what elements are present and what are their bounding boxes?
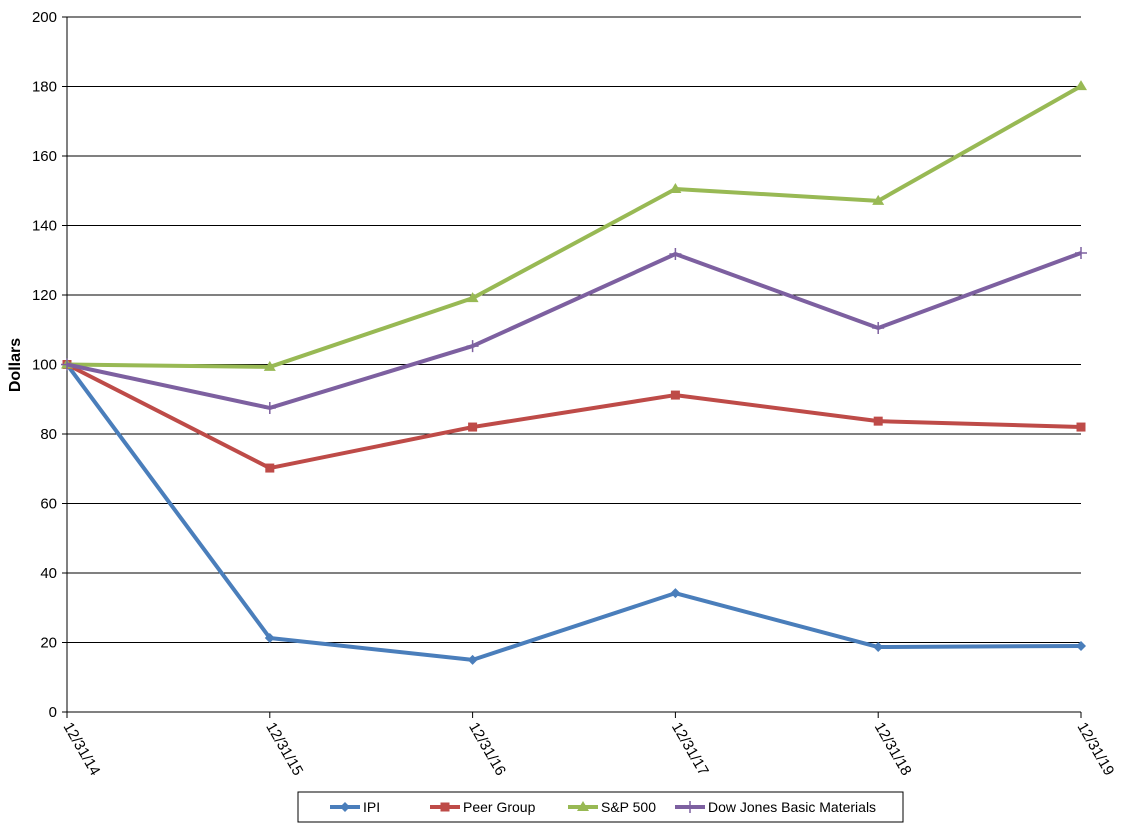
data-point-dow-jones-basic-materials: [263, 401, 276, 414]
y-tick-label: 180: [32, 79, 57, 96]
legend-label: Dow Jones Basic Materials: [708, 799, 876, 815]
legend-box: [297, 791, 904, 823]
data-point-peer-group: [1076, 422, 1086, 432]
x-axis-ticks: 12/31/14 12/31/15 12/31/16 12/31/17 12/31/18…: [60, 712, 1118, 779]
x-tick-label: 12/31/14: [60, 720, 104, 779]
series-line-peer-group: [66, 362, 1082, 471]
legend-label: S&P 500: [601, 799, 656, 815]
data-point-peer-group: [670, 390, 680, 400]
y-tick-label: 20: [40, 635, 57, 652]
data-point-s-p-500: [466, 292, 479, 303]
legend-item-dow-jones-basic-materials: Dow Jones Basic Materials: [675, 799, 876, 815]
x-tick-label: 12/31/18: [871, 720, 915, 779]
legend-label: Peer Group: [463, 799, 536, 815]
series-line-s-p-500: [66, 84, 1082, 369]
data-point-s-p-500: [1075, 80, 1087, 91]
x-tick-label: 12/31/16: [465, 720, 509, 779]
y-tick-label: 100: [32, 357, 57, 374]
y-tick-label: 60: [40, 496, 57, 513]
data-point-dow-jones-basic-materials: [1075, 246, 1087, 259]
y-tick-label: 80: [40, 426, 57, 443]
series-line-dow-jones-basic-materials: [66, 251, 1082, 410]
data-point-ipi: [264, 632, 275, 643]
y-tick-label: 120: [32, 287, 57, 304]
series-ipi: [62, 359, 1086, 665]
legend-marker: [340, 802, 350, 812]
legend-item-s-p-500: S&P 500: [568, 799, 656, 815]
y-tick-label: 0: [49, 704, 57, 721]
data-point-s-p-500: [669, 183, 682, 194]
series-group: [61, 80, 1087, 665]
data-point-dow-jones-basic-materials: [61, 358, 73, 371]
series-line-ipi: [65, 363, 1082, 662]
legend-marker: [684, 801, 696, 813]
legend: IPI Peer Group S&P 500 Dow Jones Basic Mate…: [297, 791, 904, 823]
legend-label: IPI: [363, 799, 380, 815]
data-point-dow-jones-basic-materials: [669, 247, 682, 260]
y-axis-ticks: 0 20 40 60 80 100 120 140 160 180 200: [32, 9, 67, 721]
y-tick-label: 200: [32, 9, 57, 26]
y-tick-label: 40: [40, 565, 57, 582]
x-tick-label: 12/31/17: [668, 720, 712, 779]
data-point-ipi: [1076, 640, 1086, 651]
data-point-dow-jones-basic-materials: [466, 340, 479, 353]
legend-marker: [440, 802, 450, 812]
data-point-s-p-500: [872, 194, 885, 205]
data-point-dow-jones-basic-materials: [872, 322, 885, 335]
y-axis-label: Dollars: [7, 338, 24, 392]
x-tick-label: 12/31/19: [1074, 720, 1118, 779]
series-peer-group: [62, 360, 1086, 473]
legend-item-ipi: IPI: [330, 799, 380, 815]
data-point-ipi: [873, 642, 884, 653]
series-dow-jones-basic-materials: [61, 246, 1087, 414]
legend-item-peer-group: Peer Group: [430, 799, 536, 815]
data-point-peer-group: [873, 416, 883, 426]
gridlines: [67, 16, 1081, 643]
legend-marker: [577, 801, 589, 811]
y-tick-label: 140: [32, 218, 57, 235]
data-point-peer-group: [468, 422, 478, 432]
x-tick-label: 12/31/15: [262, 720, 306, 779]
data-point-peer-group: [265, 463, 275, 473]
series-s-p-500: [61, 80, 1087, 371]
y-tick-label: 160: [32, 148, 57, 165]
data-point-ipi: [670, 588, 681, 599]
data-point-ipi: [467, 654, 478, 665]
data-point-s-p-500: [263, 360, 276, 371]
